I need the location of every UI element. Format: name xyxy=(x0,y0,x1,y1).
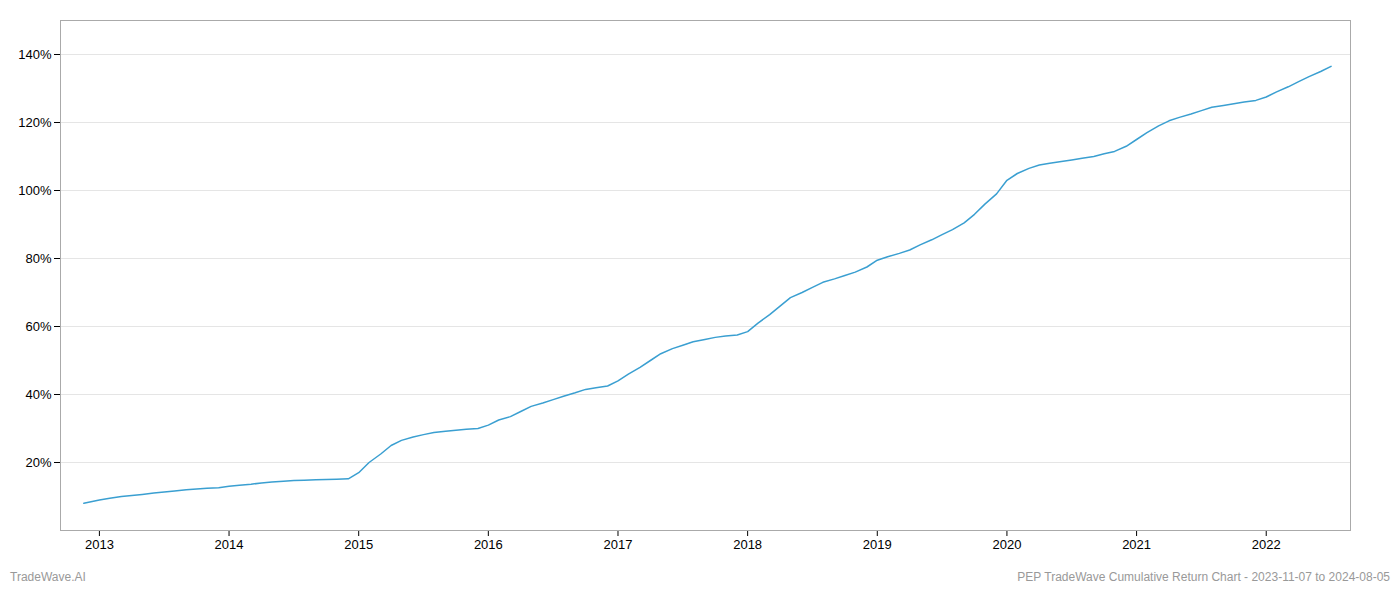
svg-text:2016: 2016 xyxy=(474,537,503,552)
svg-text:2018: 2018 xyxy=(733,537,762,552)
svg-text:2019: 2019 xyxy=(863,537,892,552)
svg-text:2014: 2014 xyxy=(215,537,244,552)
svg-text:80%: 80% xyxy=(25,251,51,266)
svg-text:2017: 2017 xyxy=(604,537,633,552)
svg-text:120%: 120% xyxy=(18,115,52,130)
svg-text:2021: 2021 xyxy=(1122,537,1151,552)
svg-text:40%: 40% xyxy=(25,387,51,402)
svg-text:60%: 60% xyxy=(25,319,51,334)
svg-text:2015: 2015 xyxy=(344,537,373,552)
html-text:TradeWave.AI: TradeWave.AI xyxy=(10,570,86,584)
svg-text:140%: 140% xyxy=(18,47,52,62)
svg-text:100%: 100% xyxy=(18,183,52,198)
svg-text:2020: 2020 xyxy=(992,537,1021,552)
html-text:PEP TradeWave Cumulative Retur: PEP TradeWave Cumulative Return Chart - … xyxy=(1017,570,1390,584)
svg-text:2013: 2013 xyxy=(85,537,114,552)
svg-text:2022: 2022 xyxy=(1252,537,1281,552)
svg-text:20%: 20% xyxy=(25,455,51,470)
